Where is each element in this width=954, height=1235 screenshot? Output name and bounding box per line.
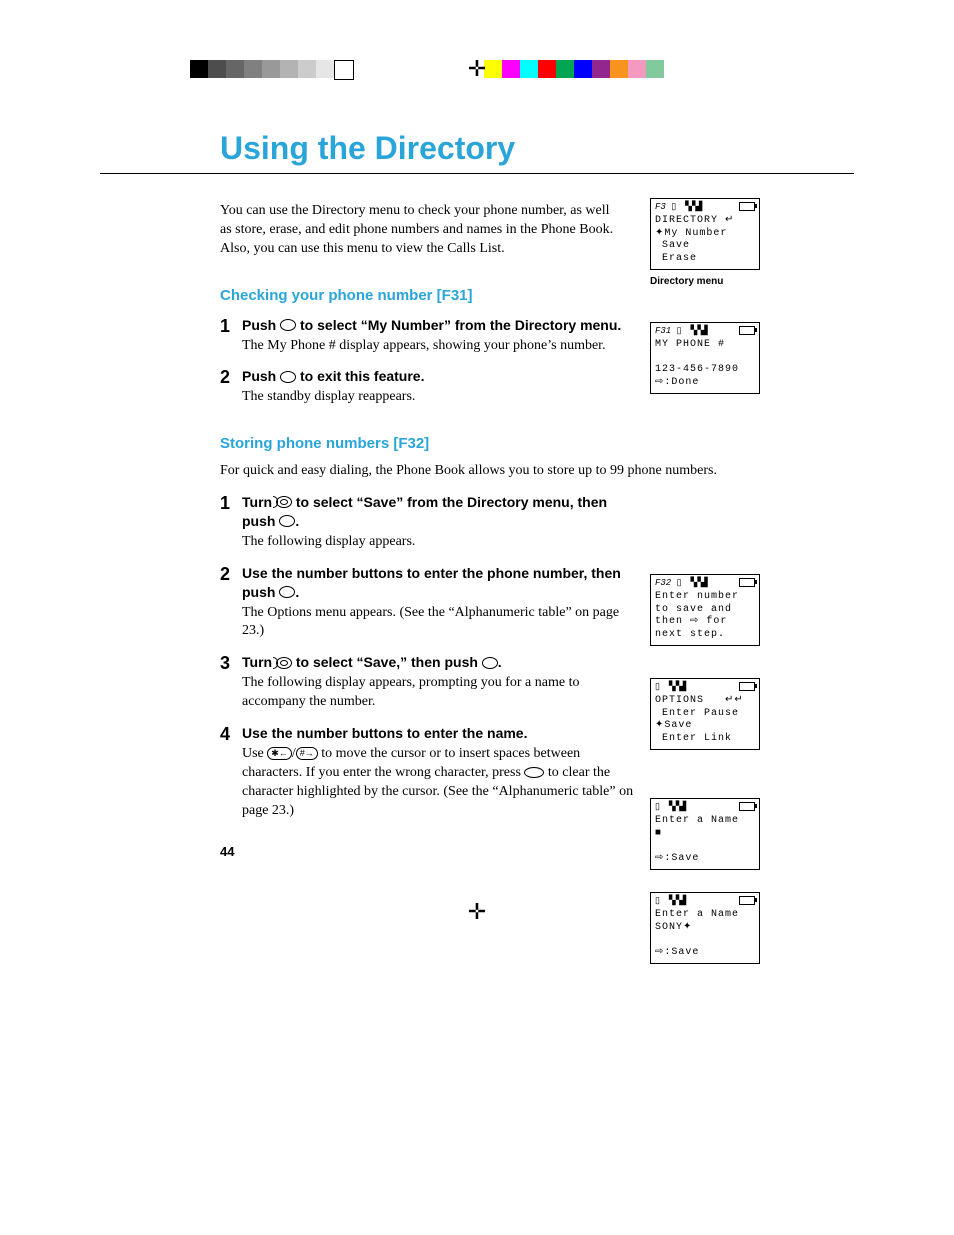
step-number: 1 — [220, 493, 242, 552]
phone-screen-illustration: F31 ▯ ▝▞▟MY PHONE # 123-456-7890⇨:Done — [650, 322, 760, 394]
step-heading: Use the number buttons to enter the name… — [242, 724, 640, 743]
push-dial-icon — [482, 657, 498, 669]
step-number: 3 — [220, 653, 242, 712]
section-heading: Checking your phone number [F31] — [220, 287, 840, 304]
step-number: 2 — [220, 564, 242, 642]
step-description: Use ✱←/#→ to move the cursor or to inser… — [242, 745, 640, 821]
step: 2 Use the number buttons to enter the ph… — [220, 564, 640, 642]
push-dial-icon — [280, 371, 296, 383]
intro-paragraph: You can use the Directory menu to check … — [220, 202, 620, 259]
step: 1 Push to select “My Number” from the Di… — [220, 316, 640, 356]
step-heading: Turn to select “Save” from the Directory… — [242, 493, 640, 531]
step: 4 Use the number buttons to enter the na… — [220, 724, 640, 820]
step-description: The following display appears. — [242, 533, 640, 552]
push-dial-icon — [279, 515, 295, 527]
step-number: 4 — [220, 724, 242, 820]
turn-dial-icon — [276, 496, 292, 508]
step-description: The My Phone # display appears, showing … — [242, 337, 640, 356]
step-description: The standby display reappears. — [242, 388, 640, 407]
step: 3 Turn to select “Save,” then push . The… — [220, 653, 640, 712]
step: 1 Turn to select “Save” from the Directo… — [220, 493, 640, 552]
section-heading: Storing phone numbers [F32] — [220, 435, 840, 452]
registration-marks: ✛ — [100, 60, 854, 90]
star-key-icon: ✱← — [267, 747, 292, 760]
step-number: 1 — [220, 316, 242, 356]
phone-screen-illustration: ▯ ▝▞▟Enter a Name■ ⇨:Save — [650, 798, 760, 870]
crosshair-icon: ✛ — [468, 56, 486, 82]
turn-dial-icon — [276, 657, 292, 669]
hash-key-icon: #→ — [296, 747, 318, 760]
step-description: The following display appears, prompting… — [242, 674, 640, 712]
step-heading: Turn to select “Save,” then push . — [242, 653, 640, 672]
push-dial-icon — [279, 586, 295, 598]
step-number: 2 — [220, 367, 242, 407]
step-description: The Options menu appears. (See the “Alph… — [242, 604, 640, 642]
step-heading: Push to exit this feature. — [242, 367, 640, 386]
step: 2 Push to exit this feature. The standby… — [220, 367, 640, 407]
section-intro: For quick and easy dialing, the Phone Bo… — [220, 462, 840, 481]
phone-screen-illustration: F32 ▯ ▝▞▟Enter numberto save andthen ⇨ f… — [650, 574, 760, 646]
clear-key-icon — [524, 767, 544, 778]
title-rule — [100, 173, 854, 174]
push-dial-icon — [280, 319, 296, 331]
step-heading: Push to select “My Number” from the Dire… — [242, 316, 640, 335]
phone-screen-illustration: ▯ ▝▞▟Enter a NameSONY✦ ⇨:Save — [650, 892, 760, 964]
screen-caption: Directory menu — [650, 276, 723, 287]
phone-screen-illustration: ▯ ▝▞▟OPTIONS ↵↵ Enter Pause✦Save Enter L… — [650, 678, 760, 750]
phone-screen-illustration: F3 ▯ ▝▞▟DIRECTORY ↵✦My Number Save Erase — [650, 198, 760, 270]
step-heading: Use the number buttons to enter the phon… — [242, 564, 640, 602]
page-title: Using the Directory — [100, 130, 854, 167]
